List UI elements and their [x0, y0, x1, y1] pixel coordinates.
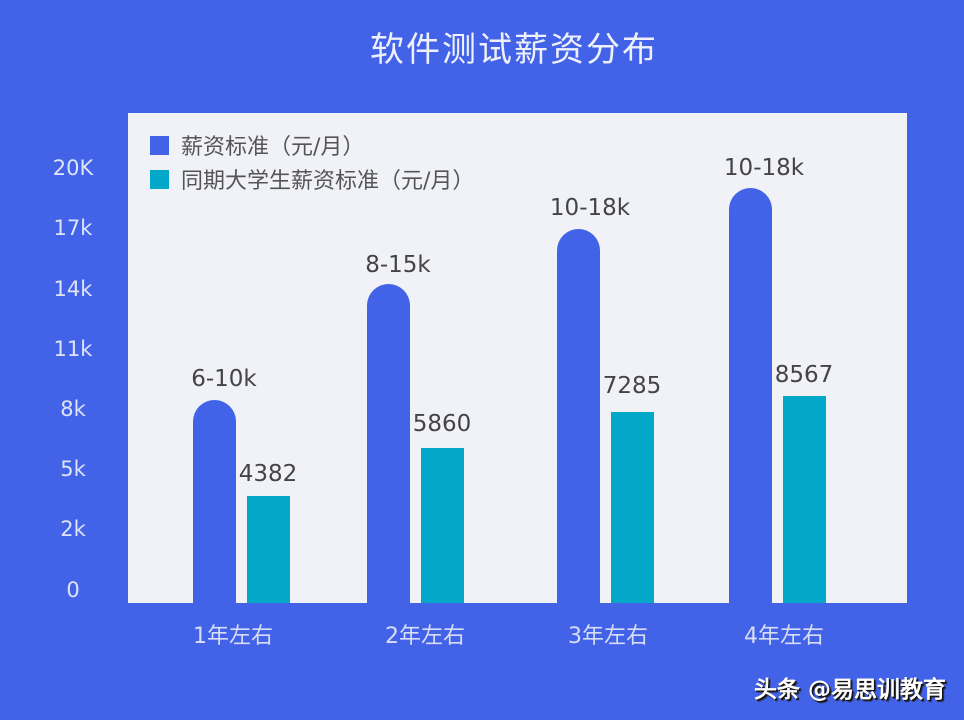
legend-swatch-blue-icon — [150, 135, 169, 155]
bar-label-salary-1yr: 6-10k — [191, 366, 257, 392]
bar-salary-4yr — [729, 188, 772, 603]
bar-label-salary-2yr: 8-15k — [365, 252, 431, 278]
bar-graduate-1yr — [247, 496, 290, 603]
legend-swatch-cyan-icon — [150, 169, 169, 189]
bar-label-graduate-2yr: 5860 — [412, 411, 472, 437]
y-tick: 0 — [66, 578, 80, 602]
bar-label-graduate-3yr: 7285 — [602, 373, 662, 399]
bar-salary-3yr — [557, 229, 600, 603]
x-tick: 3年左右 — [568, 624, 648, 649]
legend-label: 薪资标准（元/月） — [181, 135, 365, 160]
legend-item-salary: 薪资标准（元/月） — [150, 128, 474, 162]
bar-graduate-4yr — [783, 396, 826, 603]
y-tick: 5k — [60, 457, 86, 481]
y-tick: 11k — [53, 337, 93, 361]
bar-graduate-3yr — [611, 412, 654, 603]
bar-salary-1yr — [193, 400, 236, 603]
legend-item-graduate-salary: 同期大学生薪资标准（元/月） — [150, 162, 474, 196]
legend: 薪资标准（元/月） 同期大学生薪资标准（元/月） — [150, 128, 474, 196]
y-tick: 17k — [53, 216, 93, 240]
x-tick: 2年左右 — [385, 624, 465, 649]
chart-title: 软件测试薪资分布 — [370, 30, 658, 70]
bar-label-salary-3yr: 10-18k — [549, 195, 631, 221]
bar-label-graduate-4yr: 8567 — [774, 362, 834, 388]
bar-salary-2yr — [367, 284, 410, 603]
watermark: 头条 @易思训教育 — [753, 677, 946, 703]
legend-label: 同期大学生薪资标准（元/月） — [181, 169, 475, 194]
y-tick: 2k — [60, 517, 86, 541]
x-tick: 4年左右 — [744, 624, 824, 649]
y-tick: 8k — [60, 397, 86, 421]
bar-graduate-2yr — [421, 448, 464, 603]
x-tick: 1年左右 — [193, 624, 273, 649]
bar-label-graduate-1yr: 4382 — [238, 461, 298, 487]
y-tick: 20K — [52, 156, 94, 180]
y-tick: 14k — [53, 277, 93, 301]
bar-label-salary-4yr: 10-18k — [723, 155, 805, 181]
